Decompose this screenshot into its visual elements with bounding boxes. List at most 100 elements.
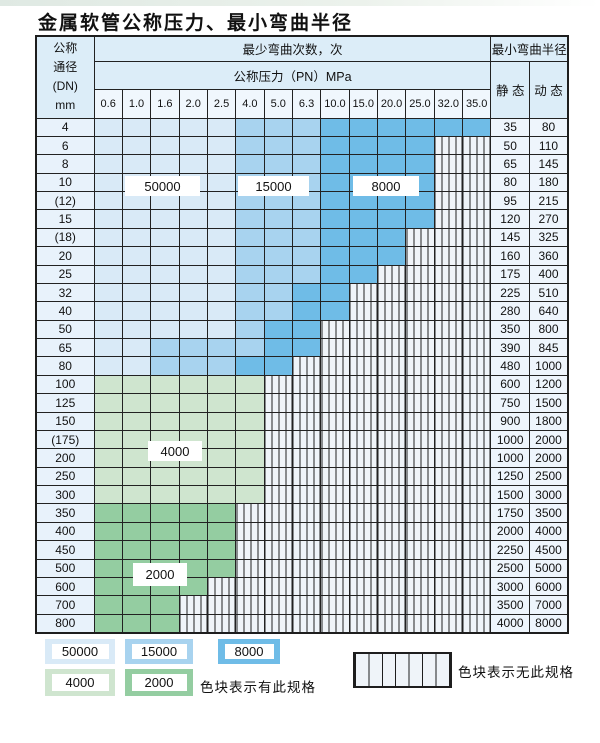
spec-cell-b1: [150, 227, 180, 248]
spec-cell-b1: [93, 246, 123, 266]
dn-label: 6: [35, 135, 95, 156]
spec-cell-b1: [206, 154, 237, 174]
spec-cell-b2: [235, 301, 265, 321]
spec-cell-b3: [320, 135, 350, 156]
no-spec-cell: [263, 521, 293, 542]
no-spec-cell: [376, 540, 407, 560]
dn-label: 65: [35, 337, 95, 358]
spec-cell-b3: [376, 209, 407, 229]
no-spec-cell: [461, 448, 492, 468]
spec-cell-g1: [93, 393, 123, 413]
spec-cell-b1: [178, 117, 208, 137]
no-spec-cell: [405, 429, 435, 450]
no-spec-cell: [348, 337, 378, 358]
no-spec-cell: [376, 393, 407, 413]
no-spec-cell: [348, 319, 378, 340]
spec-cell-b1: [121, 227, 152, 248]
no-spec-cell: [433, 613, 463, 634]
static-value: 50: [490, 135, 530, 156]
spec-cell-g1: [235, 374, 265, 395]
no-spec-cell: [320, 466, 350, 487]
no-spec-cell: [405, 246, 435, 266]
spec-cell-b2: [150, 356, 180, 376]
table-row: 400 2000 4000: [35, 521, 569, 542]
spec-cell-b3: [433, 117, 463, 137]
spec-cell-b1: [121, 264, 152, 284]
static-value: 480: [490, 356, 530, 376]
spec-cell-b1: [121, 337, 152, 358]
no-spec-cell: [433, 264, 463, 284]
no-spec-cell: [461, 466, 492, 487]
no-spec-cell: [348, 429, 378, 450]
spec-cell-b2: [263, 246, 293, 266]
table-row: 80 480 1000: [35, 356, 569, 376]
no-spec-cell: [461, 429, 492, 450]
no-spec-cell: [461, 576, 492, 597]
spec-cell-b3: [291, 282, 322, 303]
legend-swatch-label: 4000: [51, 674, 109, 691]
spec-cell-g2: [93, 576, 123, 597]
no-spec-cell: [461, 374, 492, 395]
static-value: 95: [490, 190, 530, 211]
no-spec-cell: [405, 411, 435, 431]
table-row: 100 600 1200: [35, 374, 569, 395]
spec-cell-b1: [206, 282, 237, 303]
spec-cell-b1: [121, 301, 152, 321]
no-spec-cell: [376, 448, 407, 468]
spec-cell-b3: [348, 154, 378, 174]
no-spec-cell: [376, 374, 407, 395]
no-spec-cell: [348, 558, 378, 578]
region-label-4000: 4000: [148, 441, 202, 461]
spec-cell-b1: [121, 209, 152, 229]
pressure-tick: 2.5: [206, 88, 237, 119]
spec-cell-g1: [178, 466, 208, 487]
spec-cell-b3: [348, 227, 378, 248]
dynamic-value: 180: [528, 172, 569, 193]
dynamic-value: 845: [528, 337, 569, 358]
no-spec-cell: [461, 595, 492, 615]
spec-cell-b2: [235, 135, 265, 156]
spec-cell-b2: [263, 117, 293, 137]
spec-cell-g1: [206, 393, 237, 413]
no-spec-cell: [320, 595, 350, 615]
dn-label: 125: [35, 393, 95, 413]
dynamic-value: 1200: [528, 374, 569, 395]
no-spec-cell: [461, 135, 492, 156]
table-row: (175) 1000 2000: [35, 429, 569, 450]
pressure-tick: 32.0: [433, 88, 463, 119]
table-row: 6 50 110: [35, 135, 569, 156]
spec-cell-g1: [93, 466, 123, 487]
spec-cell-g1: [121, 484, 152, 505]
no-spec-cell: [433, 337, 463, 358]
no-spec-cell: [433, 466, 463, 487]
no-spec-cell: [433, 411, 463, 431]
static-value: 2250: [490, 540, 530, 560]
spec-cell-b1: [93, 209, 123, 229]
spec-cell-b3: [405, 117, 435, 137]
no-spec-cell: [348, 282, 378, 303]
spec-cell-g1: [206, 411, 237, 431]
dynamic-value: 145: [528, 154, 569, 174]
static-value: 750: [490, 393, 530, 413]
no-spec-cell: [263, 558, 293, 578]
spec-cell-b1: [93, 282, 123, 303]
no-spec-cell: [348, 301, 378, 321]
dn-label: 250: [35, 466, 95, 487]
region-label-50000: 50000: [125, 176, 200, 196]
spec-cell-b1: [178, 246, 208, 266]
dynamic-value: 360: [528, 246, 569, 266]
no-spec-cell: [433, 301, 463, 321]
spec-cell-b1: [121, 282, 152, 303]
table-row: 15 120 270: [35, 209, 569, 229]
dynamic-value: 3000: [528, 484, 569, 505]
spec-cell-b2: [291, 135, 322, 156]
table-row: 600 3000 6000: [35, 576, 569, 597]
no-spec-cell: [405, 301, 435, 321]
dn-label: 600: [35, 576, 95, 597]
no-spec-cell: [405, 319, 435, 340]
no-spec-cell: [461, 393, 492, 413]
no-spec-cell: [461, 613, 492, 634]
no-spec-cell: [405, 356, 435, 376]
dynamic-value: 640: [528, 301, 569, 321]
